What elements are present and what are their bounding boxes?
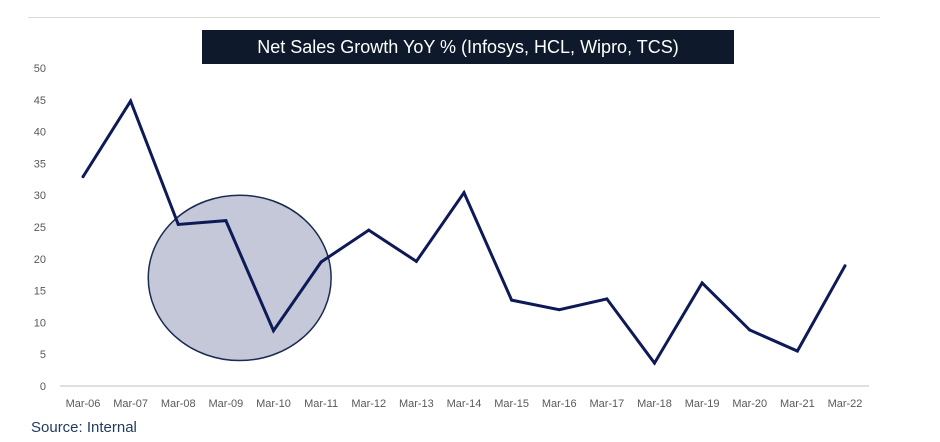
x-tick-label: Mar-17 (589, 398, 624, 410)
data-point (462, 191, 466, 195)
x-tick-label: Mar-09 (208, 398, 243, 410)
data-point (510, 298, 514, 302)
y-tick-label: 0 (40, 381, 46, 393)
x-tick-label: Mar-08 (161, 398, 196, 410)
y-tick-label: 45 (34, 95, 46, 107)
y-tick-label: 15 (34, 286, 46, 298)
x-tick-label: Mar-06 (66, 398, 101, 410)
x-axis: Mar-06 Mar-07 Mar-08 Mar-09 Mar-10 Mar-11 Mar-… (66, 398, 863, 410)
data-point (224, 219, 228, 223)
y-tick-label: 25 (34, 222, 46, 234)
y-tick-label: 30 (34, 190, 46, 202)
top-divider (28, 17, 880, 18)
x-tick-label: Mar-22 (828, 398, 863, 410)
y-tick-label: 35 (34, 158, 46, 170)
y-tick-label: 20 (34, 254, 46, 266)
data-point (176, 222, 180, 226)
data-point (653, 361, 656, 365)
data-point (272, 329, 275, 333)
source-note: Source: Internal (31, 419, 137, 436)
x-tick-label: Mar-20 (732, 398, 767, 410)
x-tick-label: Mar-07 (113, 398, 148, 410)
data-point (748, 328, 752, 332)
x-tick-label: Mar-12 (351, 398, 386, 410)
data-points (81, 99, 847, 365)
y-tick-label: 10 (34, 317, 46, 329)
data-point (129, 99, 133, 103)
data-point (795, 349, 799, 353)
data-point (700, 281, 704, 285)
highlight-circle (147, 194, 332, 362)
y-axis: 0 5 10 15 20 25 30 35 40 45 50 (34, 63, 46, 393)
x-tick-label: Mar-21 (780, 398, 815, 410)
x-tick-label: Mar-11 (304, 398, 338, 410)
data-point (557, 308, 561, 312)
x-tick-label: Mar-15 (494, 398, 529, 410)
data-point (81, 175, 85, 179)
x-tick-label: Mar-19 (685, 398, 720, 410)
x-tick-label: Mar-14 (447, 398, 482, 410)
data-point (843, 264, 847, 268)
y-tick-label: 5 (40, 349, 46, 361)
data-point (367, 228, 371, 232)
x-tick-label: Mar-13 (399, 398, 434, 410)
x-tick-label: Mar-10 (256, 398, 291, 410)
data-point (605, 297, 609, 301)
y-tick-label: 50 (34, 63, 46, 75)
data-point (414, 259, 418, 263)
x-tick-label: Mar-16 (542, 398, 577, 410)
x-tick-label: Mar-18 (637, 398, 672, 410)
data-point (319, 260, 323, 264)
y-tick-label: 40 (34, 127, 46, 139)
chart-title: Net Sales Growth YoY % (Infosys, HCL, Wi… (202, 30, 734, 64)
